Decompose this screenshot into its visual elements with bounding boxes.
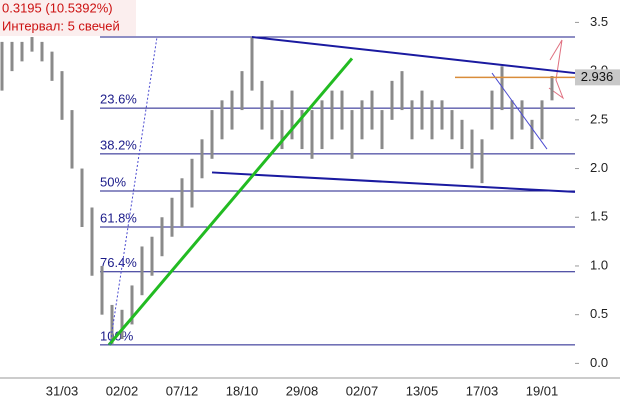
x-tick-label: 29/08 — [286, 383, 319, 398]
x-tick-label: 07/12 — [166, 383, 199, 398]
x-tick-label: 31/03 — [46, 383, 79, 398]
info-text: Интервал: 5 свечей — [2, 18, 120, 33]
trend-line — [211, 171, 576, 193]
fib-label: 38.2% — [100, 137, 137, 152]
fib-label: 76.4% — [100, 255, 137, 270]
trend-line — [251, 36, 576, 75]
fib-label: 61.8% — [100, 210, 137, 225]
y-tick-label: 2.5 — [590, 111, 608, 126]
info-box — [0, 0, 136, 36]
y-tick-label: 0.5 — [590, 306, 608, 321]
x-tick-label: 19/01 — [526, 383, 559, 398]
fib-label: 23.6% — [100, 92, 137, 107]
price-tag — [575, 69, 620, 86]
x-tick-label: 13/05 — [406, 383, 439, 398]
y-tick-label: 1.0 — [590, 257, 608, 272]
fib-label: 50% — [100, 174, 126, 189]
y-tick-label: 0.0 — [590, 355, 608, 370]
x-tick-label: 17/03 — [466, 383, 499, 398]
y-tick-label: 1.5 — [590, 209, 608, 224]
y-tick-label: 3.5 — [590, 14, 608, 29]
info-text: 0.3195 (10.5392%) — [2, 0, 113, 15]
trend-line — [107, 57, 354, 346]
price-label: 2.936 — [581, 69, 614, 84]
x-tick-label: 18/10 — [226, 383, 259, 398]
trend-line — [491, 72, 548, 150]
x-tick-label: 02/07 — [346, 383, 379, 398]
x-tick-label: 02/02 — [106, 383, 139, 398]
y-tick-label: 2.0 — [590, 160, 608, 175]
annotation — [548, 39, 565, 100]
